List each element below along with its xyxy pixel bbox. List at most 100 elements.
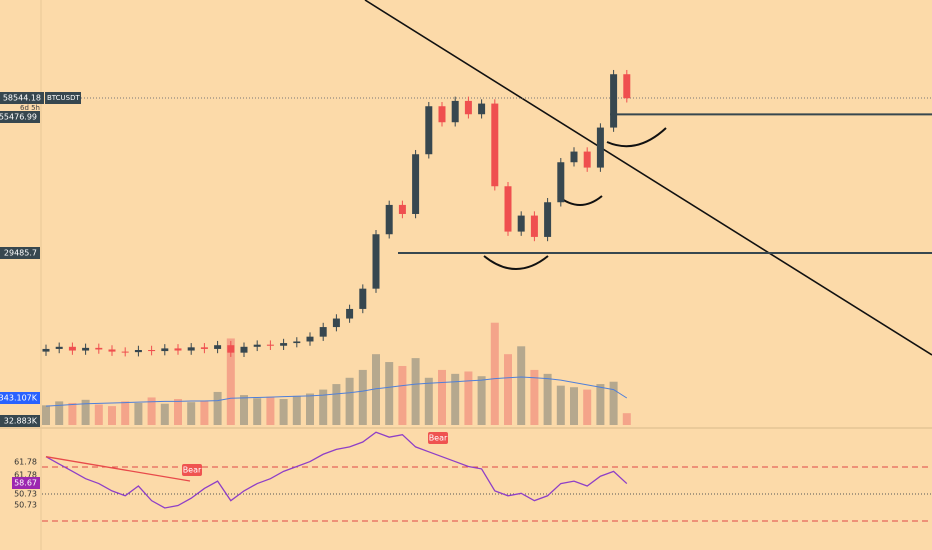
candle-body	[530, 215, 538, 237]
signal-badge	[428, 432, 448, 444]
price-tag	[0, 415, 40, 427]
candle-body	[187, 347, 195, 351]
volume-bar	[385, 362, 394, 425]
volume-bar	[42, 405, 50, 425]
volume-bar	[517, 346, 526, 425]
price-tag-label: 29485.7	[4, 249, 37, 258]
price-tag	[0, 392, 40, 404]
volume-bar	[451, 373, 460, 425]
candle-body	[412, 154, 420, 214]
volume-bar	[319, 389, 328, 425]
price-tag-label: 32.883K	[4, 417, 38, 426]
volume-bar	[556, 385, 565, 425]
candle-body	[464, 100, 472, 115]
volume-bar	[622, 413, 631, 425]
signal-label: Bear	[429, 434, 448, 443]
candle-body	[372, 234, 380, 289]
price-tag	[0, 247, 40, 259]
trend-line	[364, 0, 932, 356]
rsi-axis-label: 61.78	[14, 471, 37, 480]
candle-body	[583, 151, 591, 168]
price-tag-label: 55476.99	[0, 113, 37, 122]
volume-bar	[147, 397, 156, 425]
volume-bar	[609, 381, 618, 425]
volume-bar	[398, 365, 407, 425]
volume-bar	[187, 402, 196, 425]
candle-body	[68, 346, 76, 351]
volume-bar	[279, 399, 288, 425]
volume-bar	[438, 369, 446, 425]
candle-body	[610, 74, 618, 128]
candle-body	[266, 344, 274, 346]
candle-body	[200, 347, 208, 349]
candle-body	[174, 348, 182, 351]
volume-bar	[530, 369, 539, 425]
candle-body	[82, 347, 90, 351]
volume-bar	[570, 387, 578, 425]
price-tag-label: 58544.18	[3, 94, 41, 103]
volume-bar	[108, 406, 116, 425]
volume-bar	[490, 322, 499, 425]
candle-body	[332, 318, 340, 328]
volume-bar	[372, 354, 380, 425]
candle-body	[451, 100, 459, 123]
volume-bar	[345, 377, 354, 425]
price-tag-label: 343.107K	[0, 394, 38, 403]
volume-bar	[464, 371, 473, 425]
volume-bar	[134, 402, 143, 425]
candle-body	[42, 348, 50, 352]
volume-bar	[306, 393, 314, 425]
candle-body	[253, 344, 261, 347]
candle-body	[214, 345, 222, 349]
candle-body	[596, 127, 604, 168]
price-tag	[0, 92, 44, 104]
candle-body	[121, 351, 129, 353]
marks	[42, 69, 932, 509]
volume-bar	[121, 401, 130, 425]
price-tag	[0, 111, 40, 123]
volume-ma	[45, 376, 628, 407]
candle-body	[623, 74, 631, 99]
candle-body	[227, 345, 235, 353]
rsi-axis-label: 50.73	[14, 490, 37, 499]
rsi-axis-label: 61.78	[14, 458, 37, 467]
candle-body	[148, 350, 156, 352]
rsi-line	[45, 431, 628, 509]
volume-bar	[477, 376, 486, 425]
volume-bar	[411, 358, 420, 425]
volume-bar	[213, 391, 222, 425]
volume-bar	[253, 398, 262, 425]
volume-bar	[266, 396, 275, 425]
volume-bar	[200, 400, 209, 425]
rsi-axis-label: 50.73	[14, 501, 37, 510]
candle-body	[319, 327, 327, 337]
candle-body	[306, 336, 314, 342]
symbol-label: BTCUSDT	[47, 94, 81, 102]
candle-body	[280, 343, 288, 346]
volume-bar	[81, 399, 90, 425]
candle-body	[491, 103, 499, 187]
curve-annotation	[483, 255, 549, 270]
candle-body	[134, 350, 142, 353]
candle-body	[240, 346, 248, 353]
candle-body	[385, 204, 393, 235]
volume-bar	[543, 373, 552, 425]
countdown: 6d 5h	[20, 104, 40, 112]
candle-body	[544, 202, 552, 237]
rsi-tag	[12, 477, 40, 489]
candle-body	[557, 162, 565, 203]
candle-body	[504, 186, 512, 232]
divergence-line	[45, 456, 191, 482]
volume-bar	[358, 369, 367, 425]
volume-bar	[332, 384, 341, 425]
volume-bar	[504, 354, 512, 425]
candle-body	[346, 308, 354, 319]
candle-body	[398, 204, 406, 214]
candle-body	[517, 215, 525, 232]
curve-annotation	[606, 127, 667, 148]
candle-body	[425, 106, 433, 155]
volume-bar	[583, 389, 592, 425]
